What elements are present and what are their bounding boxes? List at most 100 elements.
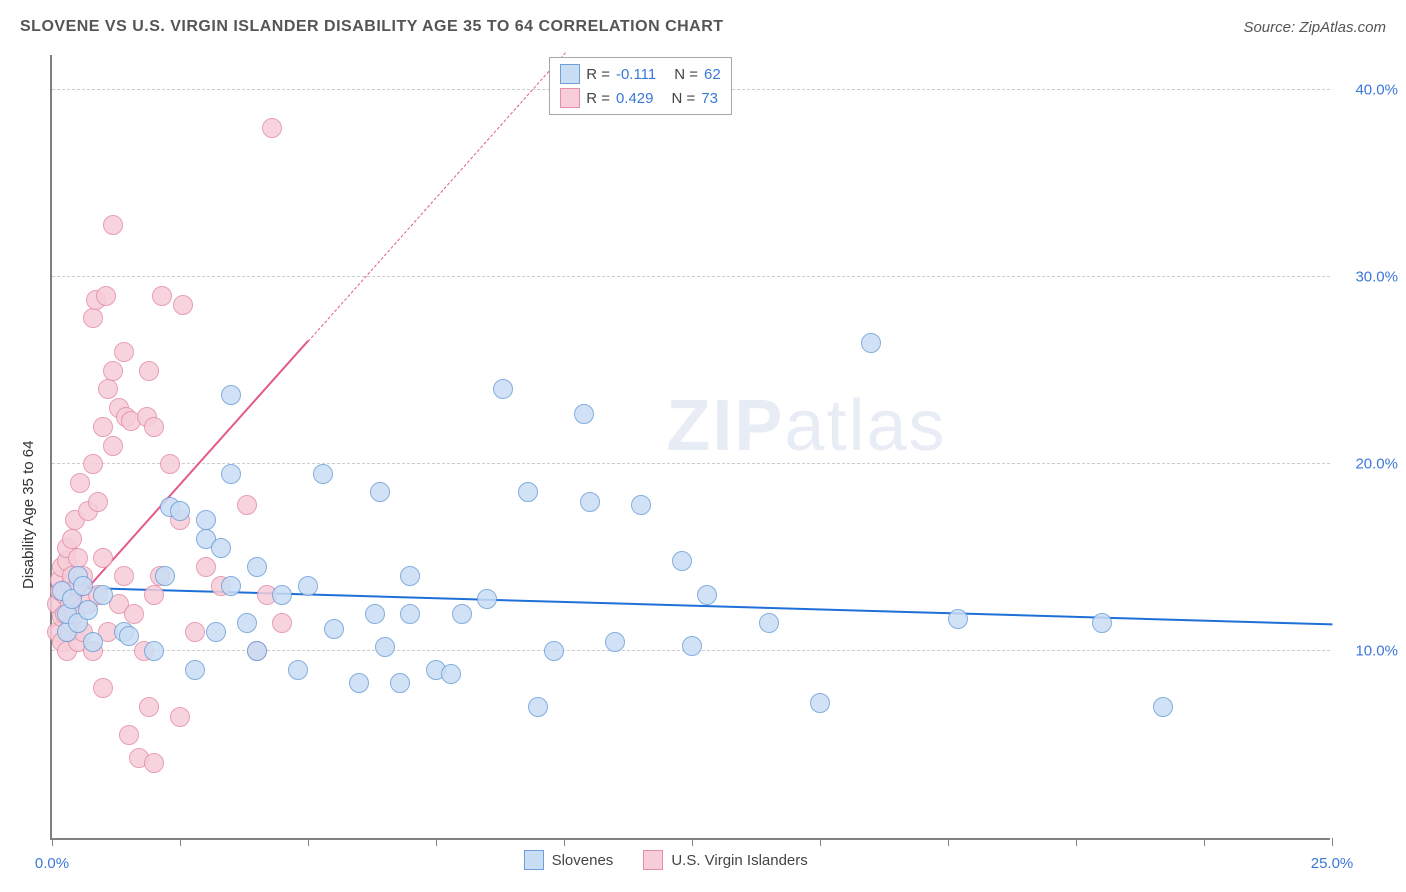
x-tick: [1076, 838, 1077, 846]
data-point: [574, 404, 594, 424]
data-point: [83, 632, 103, 652]
data-point: [400, 604, 420, 624]
r-value: -0.111: [616, 66, 656, 83]
gridline: [52, 276, 1330, 277]
data-point: [173, 295, 193, 315]
data-point: [152, 286, 172, 306]
data-point: [672, 551, 692, 571]
data-point: [288, 660, 308, 680]
data-point: [144, 641, 164, 661]
data-point: [144, 753, 164, 773]
x-tick-label: 0.0%: [35, 855, 69, 872]
source-label: Source: ZipAtlas.com: [1243, 19, 1386, 36]
legend-stat-row: R = 0.429N = 73: [560, 86, 721, 110]
data-point: [83, 308, 103, 328]
data-point: [139, 697, 159, 717]
data-point: [119, 626, 139, 646]
data-point: [70, 473, 90, 493]
n-value: 62: [704, 66, 721, 83]
data-point: [185, 660, 205, 680]
x-tick: [436, 838, 437, 846]
data-point: [1092, 613, 1112, 633]
data-point: [349, 673, 369, 693]
data-point: [247, 641, 267, 661]
plot-area: ZIPatlas 10.0%20.0%30.0%40.0%0.0%25.0%: [50, 55, 1330, 840]
data-point: [441, 664, 461, 684]
data-point: [93, 548, 113, 568]
data-point: [68, 548, 88, 568]
legend-item: U.S. Virgin Islanders: [643, 850, 807, 870]
data-point: [170, 707, 190, 727]
y-tick-label: 40.0%: [1338, 82, 1398, 99]
data-point: [170, 501, 190, 521]
data-point: [948, 609, 968, 629]
data-point: [759, 613, 779, 633]
legend-swatch: [643, 850, 663, 870]
data-point: [103, 361, 123, 381]
data-point: [88, 492, 108, 512]
x-tick: [948, 838, 949, 846]
data-point: [93, 417, 113, 437]
data-point: [631, 495, 651, 515]
y-tick-label: 30.0%: [1338, 269, 1398, 286]
data-point: [810, 693, 830, 713]
data-point: [324, 619, 344, 639]
x-tick: [180, 838, 181, 846]
r-value: 0.429: [616, 90, 654, 107]
data-point: [861, 333, 881, 353]
gridline: [52, 463, 1330, 464]
data-point: [155, 566, 175, 586]
data-point: [697, 585, 717, 605]
n-label: N =: [674, 66, 698, 83]
data-point: [93, 678, 113, 698]
chart-title: SLOVENE VS U.S. VIRGIN ISLANDER DISABILI…: [20, 18, 724, 36]
data-point: [493, 379, 513, 399]
watermark-bold: ZIP: [666, 386, 784, 466]
data-point: [682, 636, 702, 656]
data-point: [400, 566, 420, 586]
series-legend: Slovenes U.S. Virgin Islanders: [524, 850, 808, 870]
n-label: N =: [672, 90, 696, 107]
data-point: [237, 613, 257, 633]
data-point: [93, 585, 113, 605]
data-point: [144, 585, 164, 605]
legend-label: Slovenes: [552, 852, 614, 869]
data-point: [144, 417, 164, 437]
r-label: R =: [586, 66, 610, 83]
data-point: [114, 342, 134, 362]
data-point: [221, 576, 241, 596]
y-tick-label: 20.0%: [1338, 456, 1398, 473]
data-point: [103, 436, 123, 456]
data-point: [452, 604, 472, 624]
data-point: [237, 495, 257, 515]
watermark-light: atlas: [784, 386, 946, 466]
legend-stat-row: R = -0.111 N = 62: [560, 62, 721, 86]
x-tick: [820, 838, 821, 846]
data-point: [544, 641, 564, 661]
data-point: [528, 697, 548, 717]
data-point: [313, 464, 333, 484]
legend-swatch: [560, 64, 580, 84]
data-point: [298, 576, 318, 596]
watermark: ZIPatlas: [666, 385, 946, 467]
data-point: [605, 632, 625, 652]
x-tick: [52, 838, 53, 846]
data-point: [211, 538, 231, 558]
data-point: [139, 361, 159, 381]
data-point: [370, 482, 390, 502]
data-point: [206, 622, 226, 642]
correlation-legend: R = -0.111 N = 62R = 0.429 N = 73: [549, 57, 732, 115]
data-point: [196, 557, 216, 577]
data-point: [580, 492, 600, 512]
legend-swatch: [560, 88, 580, 108]
n-value: 73: [701, 90, 718, 107]
data-point: [221, 385, 241, 405]
data-point: [62, 529, 82, 549]
data-point: [272, 613, 292, 633]
data-point: [114, 566, 134, 586]
data-point: [1153, 697, 1173, 717]
data-point: [83, 454, 103, 474]
trend-line: [308, 52, 566, 341]
data-point: [119, 725, 139, 745]
data-point: [78, 600, 98, 620]
